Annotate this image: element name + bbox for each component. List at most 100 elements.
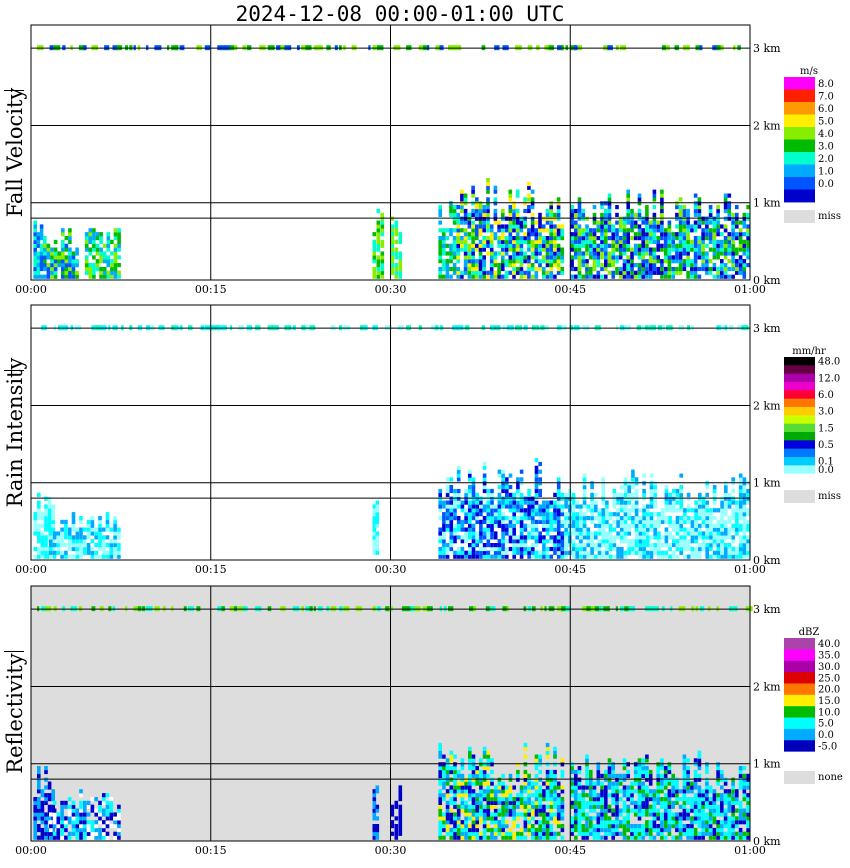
legend-swatch — [784, 77, 815, 90]
legend-swatch — [784, 728, 815, 741]
legend-label: 5.0 — [818, 719, 834, 730]
legend-label: 0.0 — [818, 730, 834, 741]
xtick-label: 00:15 — [195, 283, 227, 296]
legend-label: 7.0 — [818, 91, 834, 102]
xtick-label: 00:30 — [375, 844, 407, 857]
legend-label: 10.0 — [818, 707, 840, 718]
legend-swatch — [784, 415, 815, 425]
plot-frame — [30, 585, 751, 842]
legend-swatch — [784, 672, 815, 684]
xtick-label: 00:15 — [195, 563, 227, 576]
legend-swatch — [784, 717, 815, 730]
ytick-label: 3 km — [753, 42, 781, 55]
legend-swatch — [784, 398, 815, 408]
legend-swatch — [784, 127, 815, 140]
legend-label: 1.5 — [818, 423, 834, 434]
ytick-label: 0 km — [753, 835, 781, 848]
xtick-label: 01:00 — [734, 844, 766, 857]
legend-swatch — [784, 465, 815, 475]
legend-label: 3.0 — [818, 407, 834, 418]
legend-unit: mm/hr — [792, 346, 826, 357]
legend-label: 15.0 — [818, 696, 840, 707]
ytick-label: 3 km — [753, 603, 781, 616]
legend-label: 0.5 — [818, 440, 834, 451]
legend-swatch — [784, 740, 815, 753]
legend-swatch — [784, 448, 815, 458]
legend-label: 8.0 — [818, 79, 834, 90]
legend-swatch — [784, 390, 815, 400]
legend-swatch — [784, 373, 815, 383]
ytick-label: 1 km — [753, 197, 781, 210]
xtick-label: 00:45 — [554, 844, 586, 857]
legend-swatch — [784, 660, 815, 673]
legend-swatch — [784, 177, 815, 190]
legend-swatch — [784, 114, 815, 128]
legend-label: 0.1 — [818, 457, 834, 468]
legend-swatch — [784, 649, 815, 662]
figure-title: 2024-12-08 00:00-01:00 UTC — [235, 2, 565, 26]
panel-ylabel: Rain Intensity — [3, 358, 27, 508]
legend-label: 30.0 — [818, 662, 840, 673]
legend-swatch — [784, 473, 815, 483]
legend-swatch — [784, 139, 815, 153]
xtick-label: 00:00 — [15, 844, 47, 857]
ytick-label: 2 km — [753, 399, 781, 412]
plot-frame — [30, 24, 751, 281]
legend-label: 20.0 — [818, 685, 840, 696]
grid — [31, 25, 750, 280]
ytick-label: 1 km — [753, 758, 781, 771]
legend-label: 6.0 — [818, 390, 834, 401]
legend-unit: m/s — [800, 66, 818, 77]
xtick-label: 00:30 — [375, 283, 407, 296]
legend-label: 2.0 — [818, 154, 834, 165]
legend-label: 48.0 — [818, 357, 840, 368]
legend-swatch — [784, 89, 815, 103]
legend-swatch — [784, 382, 815, 391]
legend-swatch — [784, 164, 815, 178]
legend-label: 5.0 — [818, 116, 834, 127]
panel-ylabel: Fall Velocity — [3, 88, 27, 218]
legend-label: 6.0 — [818, 104, 834, 115]
legend-miss-swatch — [784, 490, 815, 503]
xtick-label: 00:15 — [195, 844, 227, 857]
xtick-label: 00:45 — [554, 283, 586, 296]
panel-2: 0 km 1 km 2 km 3 km 00:00 00:15 00:30 00:45 01:0… — [3, 304, 841, 576]
color-legend: dBZ40.035.030.025.020.015.010.05.00.0-5.… — [784, 627, 843, 784]
legend-swatch — [784, 102, 815, 115]
ytick-label: 2 km — [753, 680, 781, 693]
xtick-label: 01:00 — [734, 563, 766, 576]
legend-label: 4.0 — [818, 129, 834, 140]
xtick-label: 00:00 — [15, 563, 47, 576]
grid — [31, 586, 750, 841]
legend-miss-label: miss — [818, 211, 841, 222]
legend-swatch — [784, 365, 815, 375]
legend-label: -5.0 — [818, 741, 837, 752]
ytick-label: 2 km — [753, 119, 781, 132]
legend-unit: dBZ — [799, 627, 820, 638]
legend-swatch — [784, 152, 815, 165]
legend-label: 40.0 — [818, 639, 840, 650]
ytick-label: 1 km — [753, 477, 781, 490]
ytick-label: 0 km — [753, 274, 781, 287]
legend-swatch — [784, 683, 815, 696]
radar-returns — [33, 45, 750, 279]
legend-swatch — [784, 407, 815, 416]
legend-label: 1.0 — [818, 166, 834, 177]
legend-swatch — [784, 357, 815, 366]
legend-swatch — [784, 694, 815, 707]
legend-label: 35.0 — [818, 651, 840, 662]
panel-3: 0 km 1 km 2 km 3 km 00:00 00:15 00:30 00:45 01:0… — [3, 585, 843, 857]
plot-frame — [30, 304, 751, 561]
legend-label: 12.0 — [818, 373, 840, 384]
color-legend: m/s8.07.0 6.05.0 4.03.0 2.01.0 0.0 miss — [784, 66, 841, 223]
legend-swatch — [784, 638, 815, 650]
legend-miss-swatch — [784, 210, 815, 223]
legend-miss-swatch — [784, 771, 815, 784]
panel-1: 0 km 1 km 2 km 3 km 00:00 00:15 00:30 00:45 01:0… — [3, 24, 841, 296]
legend-swatch — [784, 432, 815, 441]
legend-swatch — [784, 423, 815, 433]
panel-ylabel: Reflectivity — [3, 653, 27, 774]
xtick-label: 00:00 — [15, 283, 47, 296]
